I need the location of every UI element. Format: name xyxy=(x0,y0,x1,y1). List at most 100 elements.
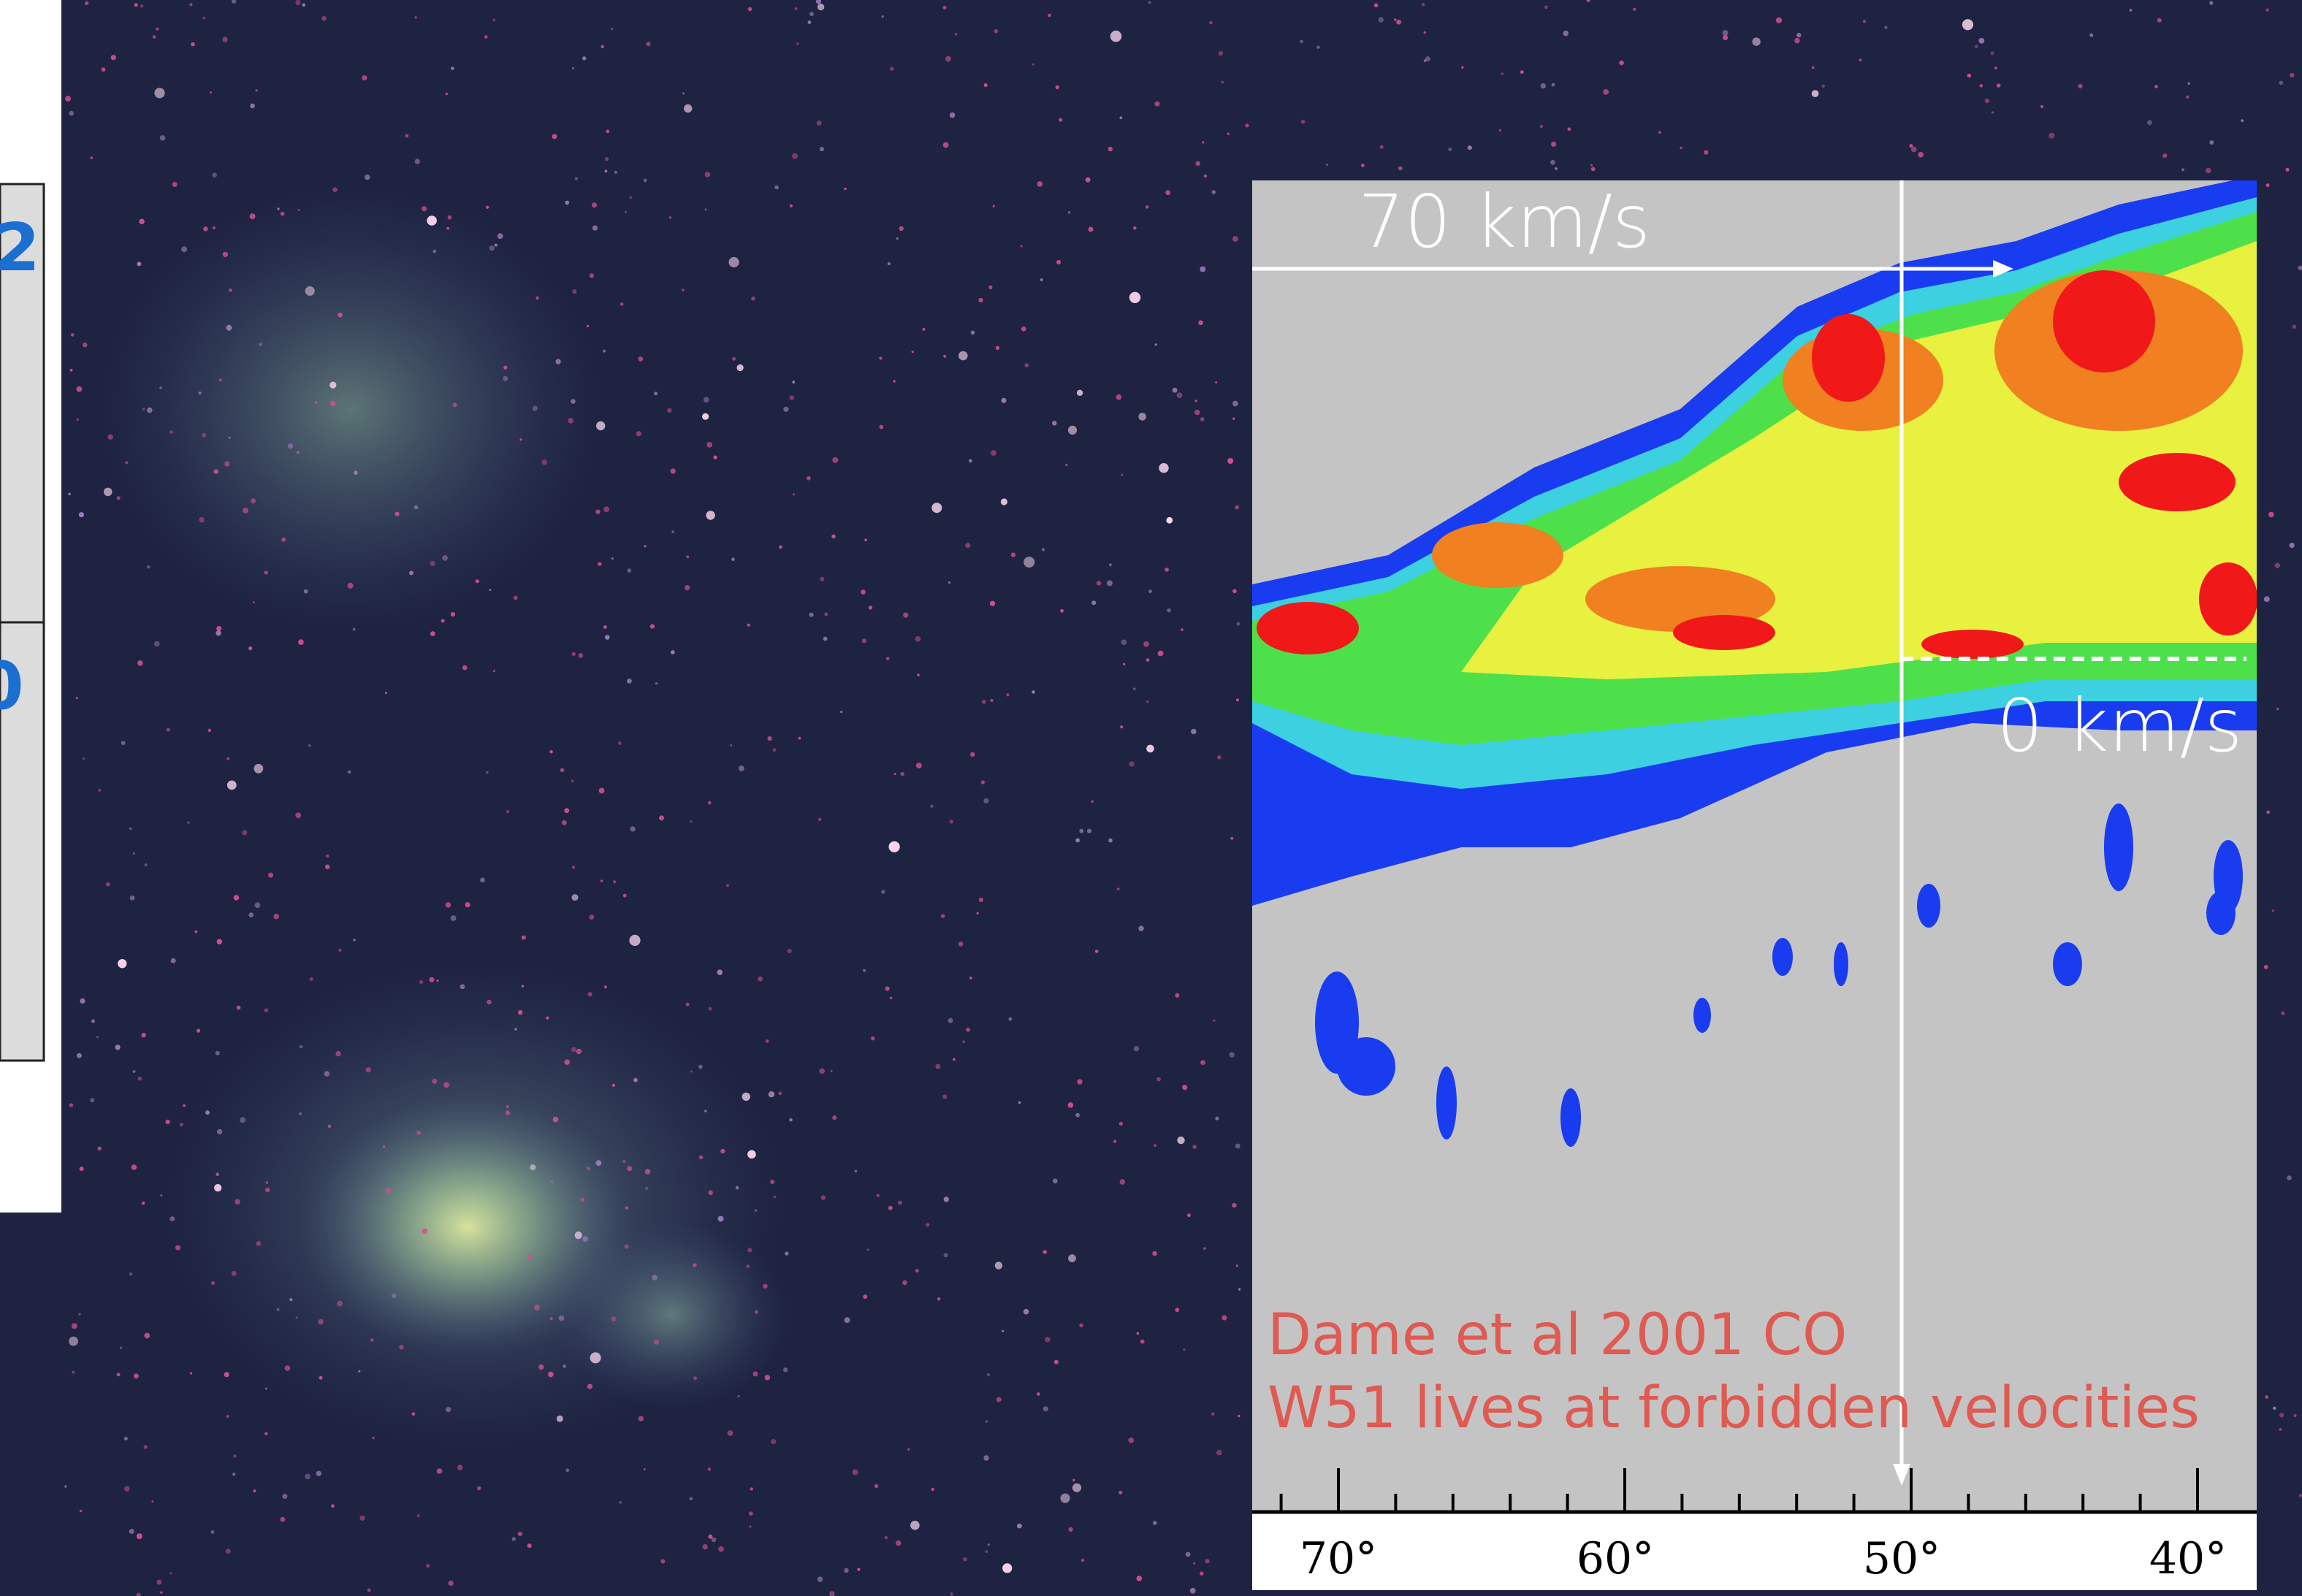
star xyxy=(943,142,949,148)
star xyxy=(326,855,329,858)
star xyxy=(503,366,507,370)
star xyxy=(2187,83,2189,85)
star xyxy=(817,1576,823,1581)
star xyxy=(1230,1052,1235,1057)
star xyxy=(930,805,933,808)
star xyxy=(1175,1307,1179,1312)
star xyxy=(98,1147,102,1150)
star xyxy=(627,679,632,684)
star xyxy=(840,711,842,713)
emission-blob xyxy=(1337,1037,1395,1096)
star xyxy=(1232,236,1238,242)
star xyxy=(820,577,824,581)
star xyxy=(304,589,308,594)
star xyxy=(2287,1175,2292,1180)
star xyxy=(142,1202,145,1204)
star xyxy=(592,202,597,207)
star xyxy=(2272,909,2274,912)
star xyxy=(984,83,988,87)
emission-blob xyxy=(2104,803,2133,891)
star xyxy=(949,820,953,824)
star xyxy=(1863,20,1866,23)
star xyxy=(335,1051,340,1056)
star xyxy=(212,172,217,177)
star xyxy=(1394,18,1396,20)
star xyxy=(217,939,223,944)
star xyxy=(1461,66,1463,69)
star xyxy=(953,1058,956,1061)
star xyxy=(1077,390,1083,396)
star xyxy=(1911,147,1917,153)
x-tick-label: 50° xyxy=(1863,1533,1940,1584)
axis-band xyxy=(1252,1512,2257,1590)
star xyxy=(983,798,988,803)
star xyxy=(2265,1395,2268,1399)
star xyxy=(1200,267,1205,272)
star xyxy=(1128,1437,1134,1443)
star xyxy=(144,1333,150,1339)
star xyxy=(118,959,126,968)
star xyxy=(453,402,457,407)
star xyxy=(1148,1,1151,4)
star xyxy=(690,1497,693,1500)
star xyxy=(132,1164,137,1170)
star xyxy=(68,492,71,495)
star xyxy=(771,1439,776,1444)
star xyxy=(749,1525,751,1527)
star xyxy=(165,1120,169,1124)
star xyxy=(571,399,576,404)
star xyxy=(1146,700,1148,703)
star xyxy=(1077,1079,1082,1084)
star xyxy=(808,20,812,24)
star xyxy=(331,1504,335,1508)
star xyxy=(603,506,609,512)
star xyxy=(367,1589,371,1592)
star xyxy=(671,650,675,654)
star xyxy=(613,880,616,883)
star xyxy=(988,286,992,289)
star xyxy=(329,382,336,389)
star xyxy=(1137,1332,1140,1335)
star xyxy=(1002,398,1007,403)
star xyxy=(1120,1179,1126,1185)
star xyxy=(820,147,824,151)
star xyxy=(917,673,919,676)
star xyxy=(199,392,202,394)
star xyxy=(160,1194,162,1196)
star xyxy=(625,1245,629,1249)
star xyxy=(2209,1,2213,4)
star xyxy=(495,244,498,247)
star xyxy=(996,346,999,350)
star xyxy=(1173,388,1178,393)
star xyxy=(690,820,692,822)
star xyxy=(562,820,567,825)
star xyxy=(318,1319,324,1325)
star xyxy=(1235,1144,1240,1149)
star xyxy=(1146,745,1154,753)
star xyxy=(890,67,893,71)
star xyxy=(1056,85,1059,89)
star xyxy=(144,1445,148,1448)
star xyxy=(1110,31,1122,42)
star xyxy=(1209,21,1213,25)
star xyxy=(1227,133,1230,135)
star xyxy=(169,1216,175,1221)
star xyxy=(210,91,212,93)
star xyxy=(480,878,485,883)
star xyxy=(76,419,79,421)
star xyxy=(606,130,609,134)
star xyxy=(226,757,229,760)
star xyxy=(1232,401,1238,407)
star xyxy=(111,55,116,60)
star xyxy=(638,356,643,362)
star xyxy=(353,939,355,941)
star xyxy=(915,636,921,642)
star xyxy=(70,369,73,372)
star xyxy=(1167,608,1171,613)
star xyxy=(151,1500,153,1503)
star xyxy=(99,789,101,791)
star xyxy=(571,780,574,783)
star xyxy=(549,750,553,754)
star xyxy=(1245,123,1249,127)
star xyxy=(1994,66,1997,69)
